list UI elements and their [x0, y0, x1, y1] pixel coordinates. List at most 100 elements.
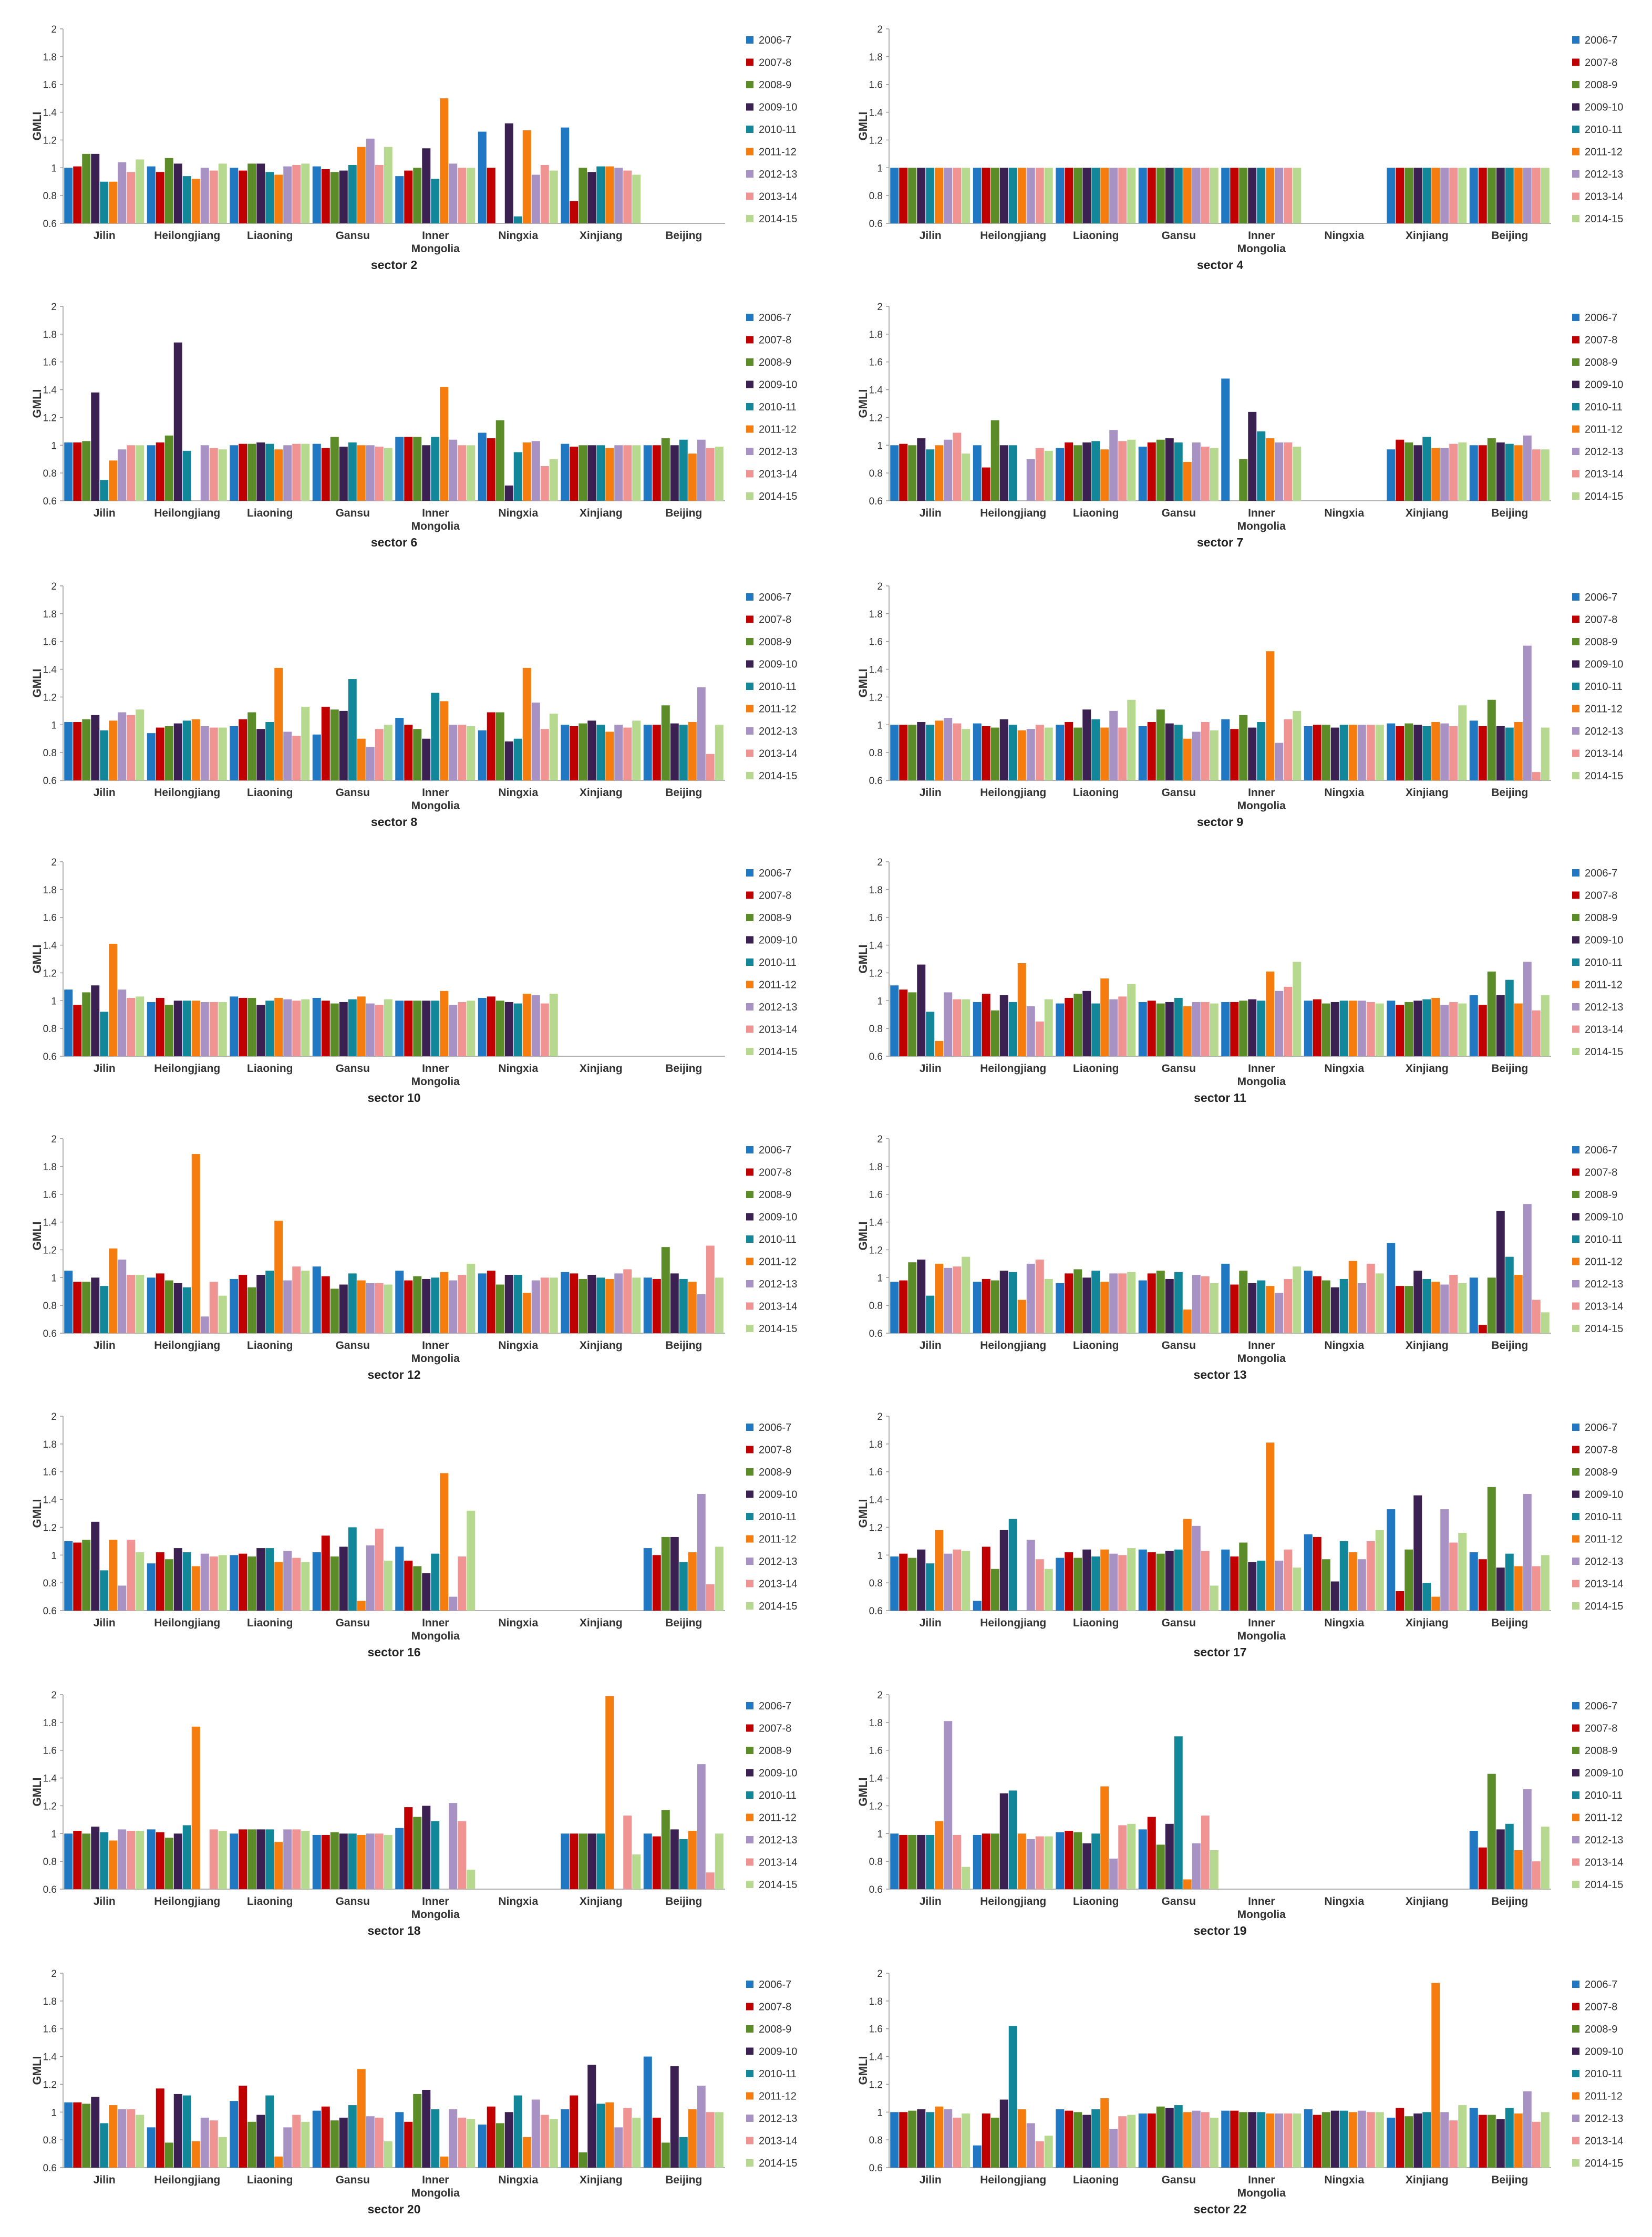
- x-tick-label: Gansu: [336, 1617, 370, 1629]
- legend-label: 2013-14: [1585, 1579, 1623, 1590]
- x-tick-label: Heilongjiang: [154, 1063, 220, 1075]
- x-tick-label: Xinjiang: [1406, 1617, 1449, 1629]
- bar-2006-7: [312, 998, 321, 1056]
- chart-title: sector 12: [367, 1368, 420, 1382]
- bar-2014-15: [1127, 168, 1136, 223]
- bar-2013-14: [1532, 2121, 1541, 2168]
- bar-2007-8: [652, 725, 661, 780]
- bar-2013-14: [458, 2117, 467, 2168]
- bar-2013-14: [292, 1266, 301, 1333]
- bar-2014-15: [1044, 450, 1053, 501]
- bar-2014-15: [1458, 705, 1467, 780]
- bar-2006-7: [1138, 1280, 1147, 1333]
- bar-2012-13: [1026, 729, 1035, 780]
- bar-2013-14: [1035, 1836, 1044, 1889]
- y-tick-label: 1: [51, 1273, 57, 1284]
- legend-swatch: [1572, 1424, 1579, 1431]
- bar-2008-9: [908, 168, 917, 223]
- bar-2012-13: [366, 138, 375, 223]
- bar-2006-7: [1387, 723, 1396, 780]
- legend-label: 2010-11: [759, 1234, 797, 1245]
- bar-2010-11: [348, 679, 357, 780]
- legend-label: 2010-11: [759, 681, 797, 693]
- bar-2008-9: [1073, 1832, 1082, 1889]
- legend-label: 2013-14: [1585, 191, 1623, 203]
- bar-2013-14: [209, 1002, 218, 1056]
- bar-2010-11: [1091, 719, 1100, 780]
- bar-2006-7: [1221, 2110, 1230, 2168]
- bar-2009-10: [917, 2109, 926, 2168]
- y-axis-title: GMLI: [30, 2056, 44, 2085]
- bar-2014-15: [549, 170, 558, 223]
- bar-2013-14: [292, 736, 301, 780]
- bar-2008-9: [330, 1832, 339, 1889]
- bar-2011-12: [191, 1726, 200, 1889]
- bar-2011-12: [1431, 1983, 1440, 2168]
- bar-2014-15: [962, 2113, 970, 2168]
- bar-2009-10: [1248, 727, 1257, 780]
- legend-label: 2007-8: [1585, 1445, 1617, 1456]
- bar-2013-14: [1449, 1542, 1458, 1611]
- bar-2011-12: [688, 453, 697, 501]
- bar-2011-12: [274, 1842, 283, 1889]
- legend-label: 2012-13: [759, 1556, 797, 1568]
- x-tick-label: Xinjiang: [1406, 507, 1449, 519]
- bar-2013-14: [1284, 442, 1293, 501]
- y-tick-label: 0.6: [869, 776, 883, 787]
- legend-label: 2011-12: [1585, 980, 1623, 991]
- legend-swatch: [746, 425, 753, 433]
- chart-title: sector 18: [367, 1924, 420, 1937]
- legend-swatch: [746, 615, 753, 623]
- x-tick-label: Mongolia: [411, 2187, 460, 2199]
- bar-2008-9: [164, 1559, 173, 1611]
- legend-swatch: [1572, 2092, 1579, 2100]
- bar-2008-9: [330, 1003, 339, 1056]
- legend-label: 2013-14: [759, 748, 797, 760]
- bar-2009-10: [422, 2090, 431, 2168]
- y-tick-label: 0.8: [869, 468, 883, 479]
- bar-2006-7: [1387, 1001, 1396, 1056]
- bar-2006-7: [643, 725, 652, 780]
- bar-2011-12: [109, 720, 118, 780]
- legend: 2006-72007-82008-92009-102010-112011-122…: [746, 1145, 797, 1335]
- bar-2014-15: [632, 445, 641, 501]
- bar-2009-10: [1330, 1581, 1339, 1611]
- bar-2010-11: [926, 449, 935, 501]
- bar-2009-10: [422, 1573, 431, 1611]
- bar-2010-11: [348, 1833, 357, 1889]
- bar-2008-9: [579, 723, 587, 780]
- bar-2011-12: [1431, 448, 1440, 501]
- bar-2011-12: [1514, 168, 1523, 223]
- legend-swatch: [746, 914, 753, 921]
- bar-2013-14: [1366, 1541, 1375, 1611]
- bar-2012-13: [614, 1273, 623, 1333]
- x-tick-label: Liaoning: [247, 1063, 293, 1075]
- bar-2011-12: [1017, 1300, 1026, 1333]
- bar-2010-11: [348, 165, 357, 223]
- bar-2009-10: [256, 1829, 265, 1889]
- x-tick-label: Heilongjiang: [154, 1895, 220, 1908]
- bar-2006-7: [890, 1282, 899, 1333]
- legend-label: 2006-7: [1585, 1145, 1617, 1156]
- bar-2013-14: [1035, 168, 1044, 223]
- x-tick-label: Ningxia: [498, 1339, 538, 1352]
- y-tick-label: 2: [877, 1690, 883, 1701]
- legend-label: 2012-13: [759, 1834, 797, 1846]
- legend-label: 2007-8: [1585, 890, 1617, 902]
- legend-swatch: [1572, 1325, 1579, 1332]
- bar-2012-13: [449, 1005, 458, 1056]
- bar-2009-10: [917, 722, 926, 780]
- bar-2008-9: [1487, 168, 1496, 223]
- bar-2013-14: [127, 715, 136, 780]
- legend: 2006-72007-82008-92009-102010-112011-122…: [746, 35, 797, 225]
- legend-swatch: [1572, 1302, 1579, 1310]
- bar-2013-14: [1201, 722, 1210, 780]
- bar-2006-7: [312, 2110, 321, 2168]
- bar-2014-15: [549, 994, 558, 1056]
- bar-2006-7: [561, 1833, 570, 1889]
- bar-2014-15: [632, 174, 641, 223]
- bar-2009-10: [422, 1806, 431, 1889]
- legend-label: 2013-14: [759, 191, 797, 203]
- bar-2006-7: [1221, 1263, 1230, 1333]
- y-tick-label: 1: [51, 996, 57, 1007]
